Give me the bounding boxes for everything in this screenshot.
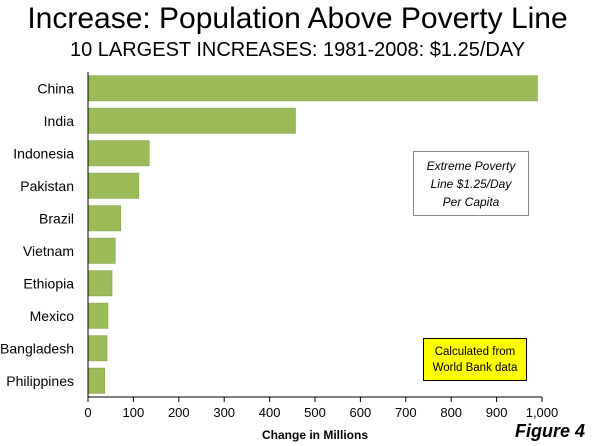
x-tick-label: 900: [486, 405, 508, 420]
bar-mexico: [87, 302, 109, 329]
x-tick-label: 300: [213, 405, 235, 420]
category-label-philippines: Philippines: [6, 373, 74, 389]
x-tick-label: 500: [304, 405, 326, 420]
x-tick-label: 400: [259, 405, 281, 420]
category-label-pakistan: Pakistan: [20, 178, 74, 194]
chart-title: Increase: Population Above Poverty Line: [27, 2, 568, 35]
x-tick-label: 1,000: [526, 405, 559, 420]
category-label-mexico: Mexico: [30, 308, 75, 324]
x-tick-label: 0: [84, 405, 91, 420]
x-tick-label: 700: [395, 405, 417, 420]
chart-subtitle: 10 LARGEST INCREASES: 1981-2008: $1.25/D…: [69, 39, 526, 61]
bar-india: [87, 107, 296, 134]
x-tick-label: 200: [168, 405, 190, 420]
category-label-indonesia: Indonesia: [13, 145, 74, 161]
bar-vietnam: [87, 237, 116, 264]
bar-china: [87, 75, 538, 102]
bar-indonesia: [87, 140, 150, 167]
category-label-india: India: [44, 113, 75, 129]
x-axis-title: Change in Millions: [262, 428, 368, 442]
bar-ethiopia: [87, 270, 113, 297]
bar-bangladesh: [87, 335, 108, 362]
category-label-china: China: [37, 80, 74, 96]
x-tick-label: 600: [350, 405, 372, 420]
poverty-line-note: Extreme Poverty Line $1.25/Day Per Capit…: [413, 151, 529, 216]
bar-philippines: [87, 367, 106, 394]
bar-pakistan: [87, 172, 140, 199]
figure-label: Figure 4: [514, 421, 585, 441]
source-note: Calculated from World Bank data: [423, 338, 527, 381]
category-label-bangladesh: Bangladesh: [0, 340, 74, 356]
x-tick-label: 800: [440, 405, 462, 420]
category-label-vietnam: Vietnam: [23, 243, 74, 259]
category-label-ethiopia: Ethiopia: [23, 275, 74, 291]
x-tick-label: 100: [123, 405, 145, 420]
bar-brazil: [87, 205, 121, 232]
category-label-brazil: Brazil: [39, 210, 74, 226]
